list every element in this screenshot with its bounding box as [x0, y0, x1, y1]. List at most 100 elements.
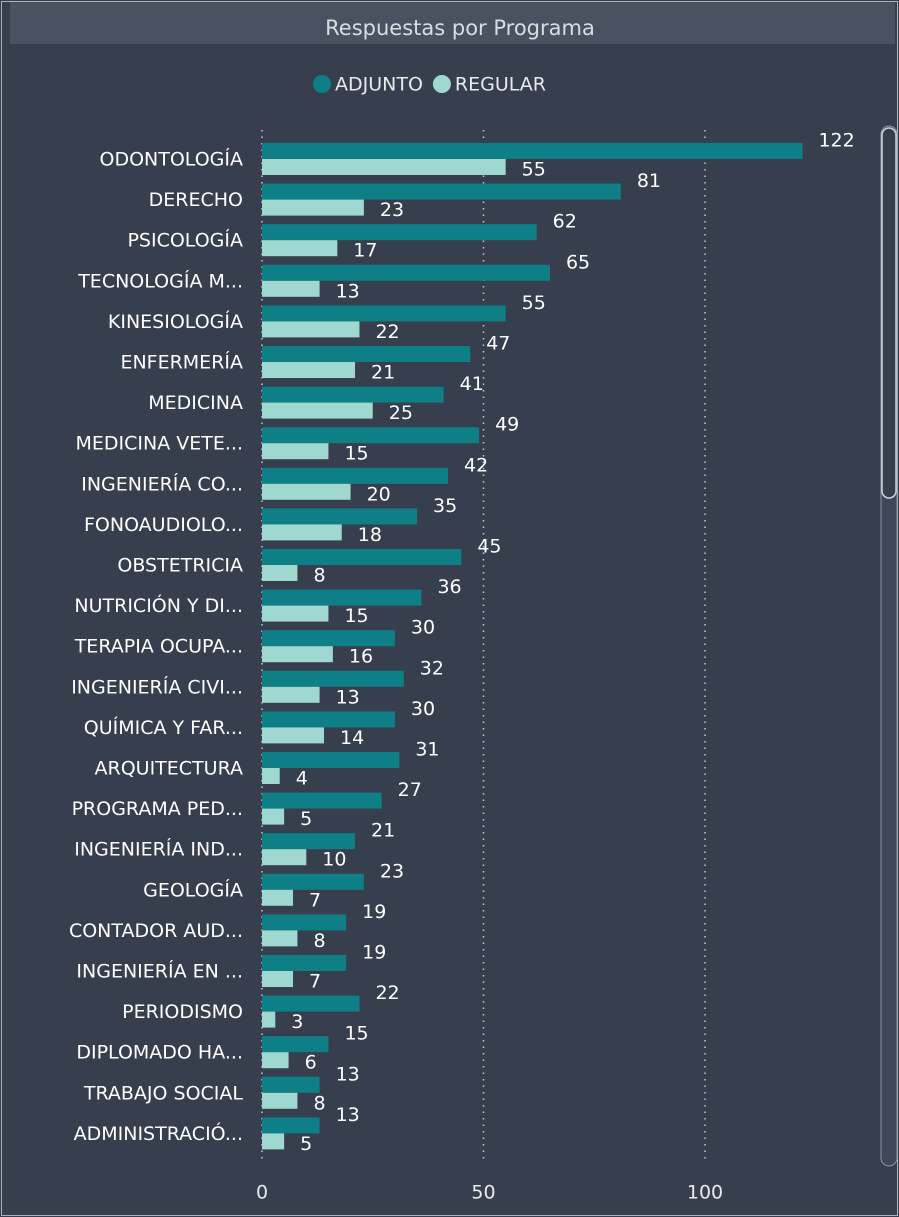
y-tick-label: ADMINISTRACIÓ...: [74, 1121, 243, 1145]
data-label: 7: [309, 889, 321, 911]
data-label: 32: [420, 657, 444, 679]
bar: [262, 1036, 329, 1053]
bar: [262, 443, 329, 460]
data-label: 13: [336, 1104, 360, 1126]
bar: [262, 873, 364, 890]
x-tick-label: 100: [687, 1182, 723, 1204]
data-label: 16: [349, 646, 373, 668]
data-label: 21: [371, 362, 395, 384]
y-tick-label: TECNOLOGÍA M...: [77, 269, 243, 292]
data-label: 13: [336, 1063, 360, 1085]
bar: [262, 565, 298, 581]
y-tick-label: DIPLOMADO HA...: [76, 1042, 243, 1064]
data-label: 15: [344, 605, 368, 627]
data-label: 6: [305, 1052, 317, 1074]
data-label: 27: [398, 779, 422, 801]
bar: [262, 971, 294, 987]
bar: [262, 727, 325, 744]
data-label: 18: [358, 524, 382, 546]
bar: [262, 183, 621, 200]
data-label: 13: [336, 686, 360, 708]
y-tick-label: KINESIOLOGÍA: [108, 310, 243, 333]
data-label: 8: [313, 565, 325, 587]
bar: [262, 914, 347, 931]
data-label: 7: [309, 971, 321, 993]
bar: [262, 889, 294, 906]
data-label: 41: [460, 373, 484, 395]
bar: [262, 686, 320, 703]
data-label: 31: [415, 739, 439, 761]
bar: [262, 1011, 276, 1028]
bar: [262, 346, 471, 362]
data-label: 55: [522, 292, 546, 314]
bar: [262, 280, 320, 297]
y-tick-label: ENFERMERÍA: [120, 351, 243, 374]
y-tick-label: FONOAUDIOLO...: [84, 514, 243, 536]
bar: [262, 930, 298, 947]
data-label: 81: [637, 170, 661, 192]
data-label: 35: [433, 495, 457, 517]
data-label: 30: [411, 698, 435, 720]
y-tick-label: INGENIERÍA EN ...: [76, 960, 243, 983]
data-label: 19: [362, 901, 386, 923]
bar: [262, 483, 351, 500]
data-label: 42: [464, 454, 488, 476]
bar: [262, 1133, 285, 1150]
data-label: 14: [340, 727, 364, 749]
legend-marker: [313, 75, 331, 93]
y-tick-label: GEOLOGÍA: [143, 878, 243, 901]
bar: [262, 605, 329, 622]
y-tick-label: OBSTETRICIA: [117, 555, 243, 577]
bar: [262, 508, 418, 525]
bar: [262, 386, 444, 403]
bar: [262, 143, 803, 159]
bar: [262, 1117, 320, 1134]
data-label: 19: [362, 942, 386, 964]
y-tick-label: INGENIERÍA IND...: [74, 838, 243, 861]
bar: [262, 264, 550, 281]
y-tick-label: PSICOLOGÍA: [127, 229, 243, 252]
bar: [262, 321, 360, 338]
y-tick-label: ARQUITECTURA: [95, 758, 243, 780]
bar: [262, 849, 307, 866]
data-label: 62: [553, 211, 577, 233]
bar: [262, 995, 360, 1012]
bar: [262, 792, 382, 809]
y-tick-label: PERIODISMO: [122, 1001, 243, 1023]
bar: [262, 1076, 320, 1093]
bar: [262, 630, 395, 647]
data-label: 49: [495, 414, 519, 436]
data-label: 5: [300, 1133, 312, 1155]
bar: [262, 240, 338, 257]
bar: [262, 467, 449, 484]
bar: [262, 362, 356, 378]
legend-marker: [432, 75, 451, 93]
data-label: 17: [353, 240, 377, 262]
bar: [262, 808, 285, 825]
y-tick-label: DERECHO: [149, 189, 243, 211]
data-label: 23: [380, 199, 404, 221]
data-label: 22: [375, 321, 399, 343]
y-tick-label: TERAPIA OCUPA...: [74, 636, 243, 658]
bar: [262, 1052, 289, 1069]
bar: [262, 589, 422, 606]
bar: [262, 752, 400, 768]
bar: [262, 427, 480, 444]
scrollbar-thumb[interactable]: [881, 127, 897, 499]
bar: [262, 305, 506, 322]
data-label: 23: [380, 860, 404, 882]
x-tick-label: 0: [256, 1182, 268, 1204]
bar: [262, 711, 395, 728]
data-label: 45: [477, 536, 501, 558]
data-label: 30: [411, 617, 435, 639]
data-label: 65: [566, 251, 590, 273]
bar: [262, 159, 506, 175]
bar: [262, 646, 333, 663]
x-tick-label: 50: [471, 1182, 495, 1204]
y-tick-label: MEDICINA: [148, 392, 243, 414]
legend-label: REGULAR: [455, 74, 546, 96]
bar: [262, 199, 364, 216]
bar: [262, 549, 462, 565]
